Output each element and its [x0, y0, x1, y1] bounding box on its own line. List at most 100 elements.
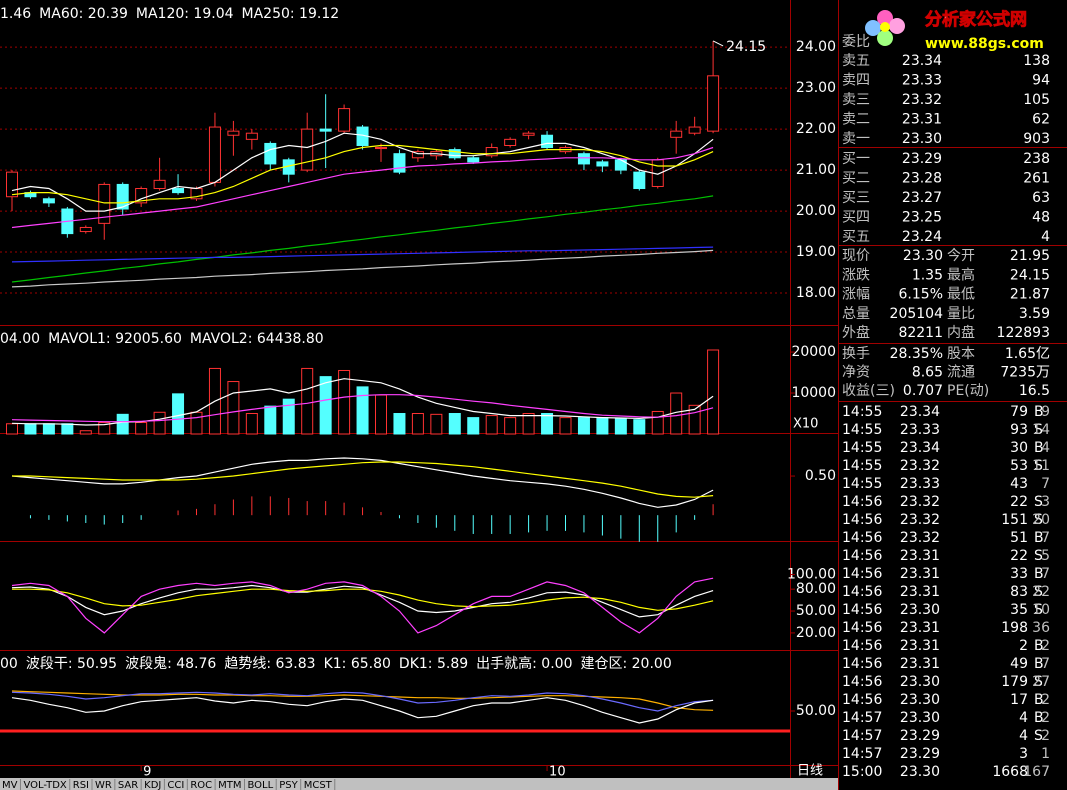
trade-side: B: [1034, 404, 1044, 420]
trade-price: 23.30: [900, 764, 940, 780]
trade-time: 15:00: [842, 764, 882, 780]
trade-volume: 179: [1001, 674, 1028, 690]
legend-entry: 1.46: [0, 6, 31, 22]
trade-price: 23.33: [900, 422, 940, 438]
quote-value: 21.87: [1010, 287, 1050, 303]
tab[interactable]: MTM: [218, 780, 241, 790]
trade-count: 20: [1032, 512, 1050, 528]
y-tick-label: 20.00: [796, 625, 836, 641]
order-volume: 138: [1023, 53, 1050, 69]
tab[interactable]: RSI: [73, 780, 89, 790]
volume-bar: [651, 410, 664, 435]
order-price: 23.28: [902, 171, 942, 187]
tab[interactable]: BOLL: [248, 780, 274, 790]
order-label: 买四: [842, 210, 870, 226]
trade-time: 14:55: [842, 458, 882, 474]
trade-count: 1: [1041, 746, 1050, 762]
tab[interactable]: CCI: [167, 780, 184, 790]
tab[interactable]: MCST: [304, 780, 333, 790]
volume-bar: [61, 423, 74, 435]
trade-side: S: [1034, 548, 1043, 564]
logo-name: 分析家公式网: [925, 9, 1027, 30]
y-tick-label: 20.00: [796, 203, 836, 219]
indicator-line: [12, 588, 714, 611]
y-tick-label: 19.00: [796, 244, 836, 260]
trade-count: 36: [1032, 620, 1050, 636]
legend-entry: MAVOL1: 92005.60: [48, 331, 182, 347]
volume-bar: [411, 413, 424, 435]
indicator-line: [11, 132, 714, 212]
tab[interactable]: PSY: [279, 780, 298, 790]
y-tick-label: 100.00: [787, 567, 836, 583]
order-label: 买三: [842, 190, 870, 206]
volume-bar: [448, 413, 461, 435]
tab[interactable]: WR: [95, 780, 112, 790]
quote-label: 净资: [842, 365, 870, 381]
legend-entry: 波段鬼: 48.76: [125, 656, 216, 672]
trade-side: B: [1034, 710, 1044, 726]
tab[interactable]: VOL-TDX: [23, 780, 66, 790]
order-label: 卖二: [842, 112, 870, 128]
candle-body: [6, 171, 18, 198]
order-price: 23.25: [902, 210, 942, 226]
tab[interactable]: KDJ: [144, 780, 161, 790]
candle-body: [504, 138, 517, 146]
trade-time: 14:56: [842, 548, 882, 564]
indicator-line: [11, 697, 714, 724]
quote-value: 1.65亿: [1005, 346, 1050, 362]
trade-volume: 4: [1019, 710, 1028, 726]
candle-body: [79, 226, 92, 233]
order-label: 卖三: [842, 92, 870, 108]
volume-bar: [356, 386, 369, 435]
trade-side: S: [1034, 584, 1043, 600]
trade-count: 5: [1041, 548, 1050, 564]
trade-count: 167: [1023, 764, 1050, 780]
y-tick-label: 22.00: [796, 121, 836, 137]
quote-label: 总量: [842, 306, 870, 322]
order-price: 23.30: [902, 131, 942, 147]
tab[interactable]: ROC: [190, 780, 212, 790]
quote-value: 6.15%: [899, 287, 943, 303]
order-book-title: 委比: [842, 34, 870, 50]
indicator-line: [11, 394, 714, 423]
trade-volume: 151: [1001, 512, 1028, 528]
order-volume: 4: [1041, 229, 1050, 245]
period[interactable]: 日线: [797, 764, 823, 779]
trade-volume: 83: [1010, 584, 1028, 600]
quote-label: 股本: [947, 346, 975, 362]
trade-volume: 30: [1010, 440, 1028, 456]
quote-label: 最低: [947, 287, 975, 303]
indicator-line: [11, 146, 714, 229]
trade-volume: 2: [1019, 638, 1028, 654]
trade-volume: 43: [1010, 476, 1028, 492]
logo-url: www.88gs.com: [925, 36, 1044, 52]
volume-bar: [24, 423, 37, 435]
tab[interactable]: MV: [2, 780, 18, 790]
trade-time: 14:57: [842, 710, 882, 726]
trade-volume: 35: [1010, 602, 1028, 618]
legend-entry: 00: [0, 656, 18, 672]
legend-entry: 波段干: 50.95: [26, 656, 117, 672]
order-volume: 62: [1032, 112, 1050, 128]
trade-time: 14:55: [842, 404, 882, 420]
order-price: 23.29: [902, 151, 942, 167]
tab[interactable]: SAR: [118, 780, 138, 790]
quote-value: 205104: [890, 306, 944, 322]
legend-entry: MA120: 19.04: [136, 6, 234, 22]
legend-entry: 04.00: [0, 331, 40, 347]
volume-bar: [227, 381, 240, 435]
y-tick-label: 20000: [791, 344, 836, 360]
trade-count: 22: [1032, 584, 1050, 600]
order-volume: 63: [1032, 190, 1050, 206]
order-volume: 238: [1023, 151, 1050, 167]
trade-price: 23.31: [900, 566, 940, 582]
trade-side: B: [1034, 692, 1044, 708]
volume-bar: [135, 422, 148, 435]
trade-price: 23.29: [900, 746, 940, 762]
candle-body: [448, 149, 461, 159]
order-price: 23.33: [902, 73, 942, 89]
trade-side: S: [1034, 728, 1043, 744]
petal: [877, 30, 893, 46]
candle-body: [522, 132, 535, 136]
